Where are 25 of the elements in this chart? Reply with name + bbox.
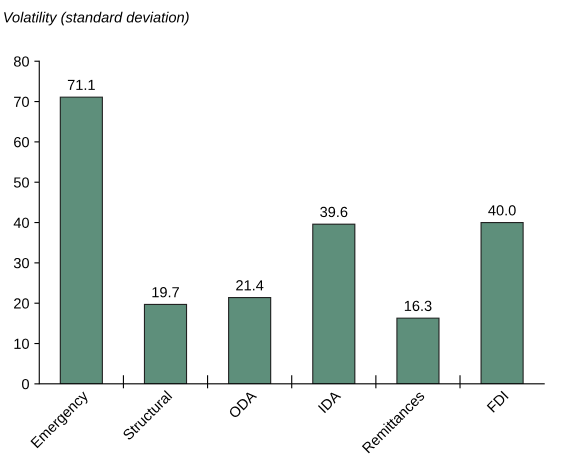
bar bbox=[228, 297, 272, 384]
y-tick-label: 40 bbox=[14, 218, 29, 228]
y-tick-label: 0 bbox=[22, 378, 29, 390]
bar bbox=[60, 96, 103, 384]
bar bbox=[144, 304, 188, 384]
y-tick-label: 50 bbox=[14, 177, 29, 188]
bar bbox=[480, 222, 524, 384]
x-tick-label: IDA bbox=[318, 390, 342, 414]
data-label: 21.4 bbox=[236, 280, 264, 290]
data-label: 16.3 bbox=[404, 300, 432, 312]
y-axis-title: Volatility (standard deviation) bbox=[4, 12, 189, 26]
y-tick-label: 30 bbox=[14, 258, 29, 268]
data-label: 19.7 bbox=[152, 287, 179, 298]
y-tick-label: 60 bbox=[14, 136, 29, 148]
data-label: 71.1 bbox=[68, 80, 95, 90]
y-tick-label: 10 bbox=[14, 338, 29, 349]
data-label: 39.6 bbox=[320, 206, 348, 218]
data-label: 40.0 bbox=[488, 205, 516, 216]
bar bbox=[312, 224, 356, 384]
y-tick-label: 20 bbox=[14, 298, 29, 309]
y-tick-label: 80 bbox=[14, 56, 29, 67]
x-tick-label: ODA bbox=[228, 390, 258, 419]
x-tick-label: FDI bbox=[486, 390, 509, 413]
bar bbox=[396, 318, 440, 384]
y-tick-label: 70 bbox=[14, 96, 29, 107]
